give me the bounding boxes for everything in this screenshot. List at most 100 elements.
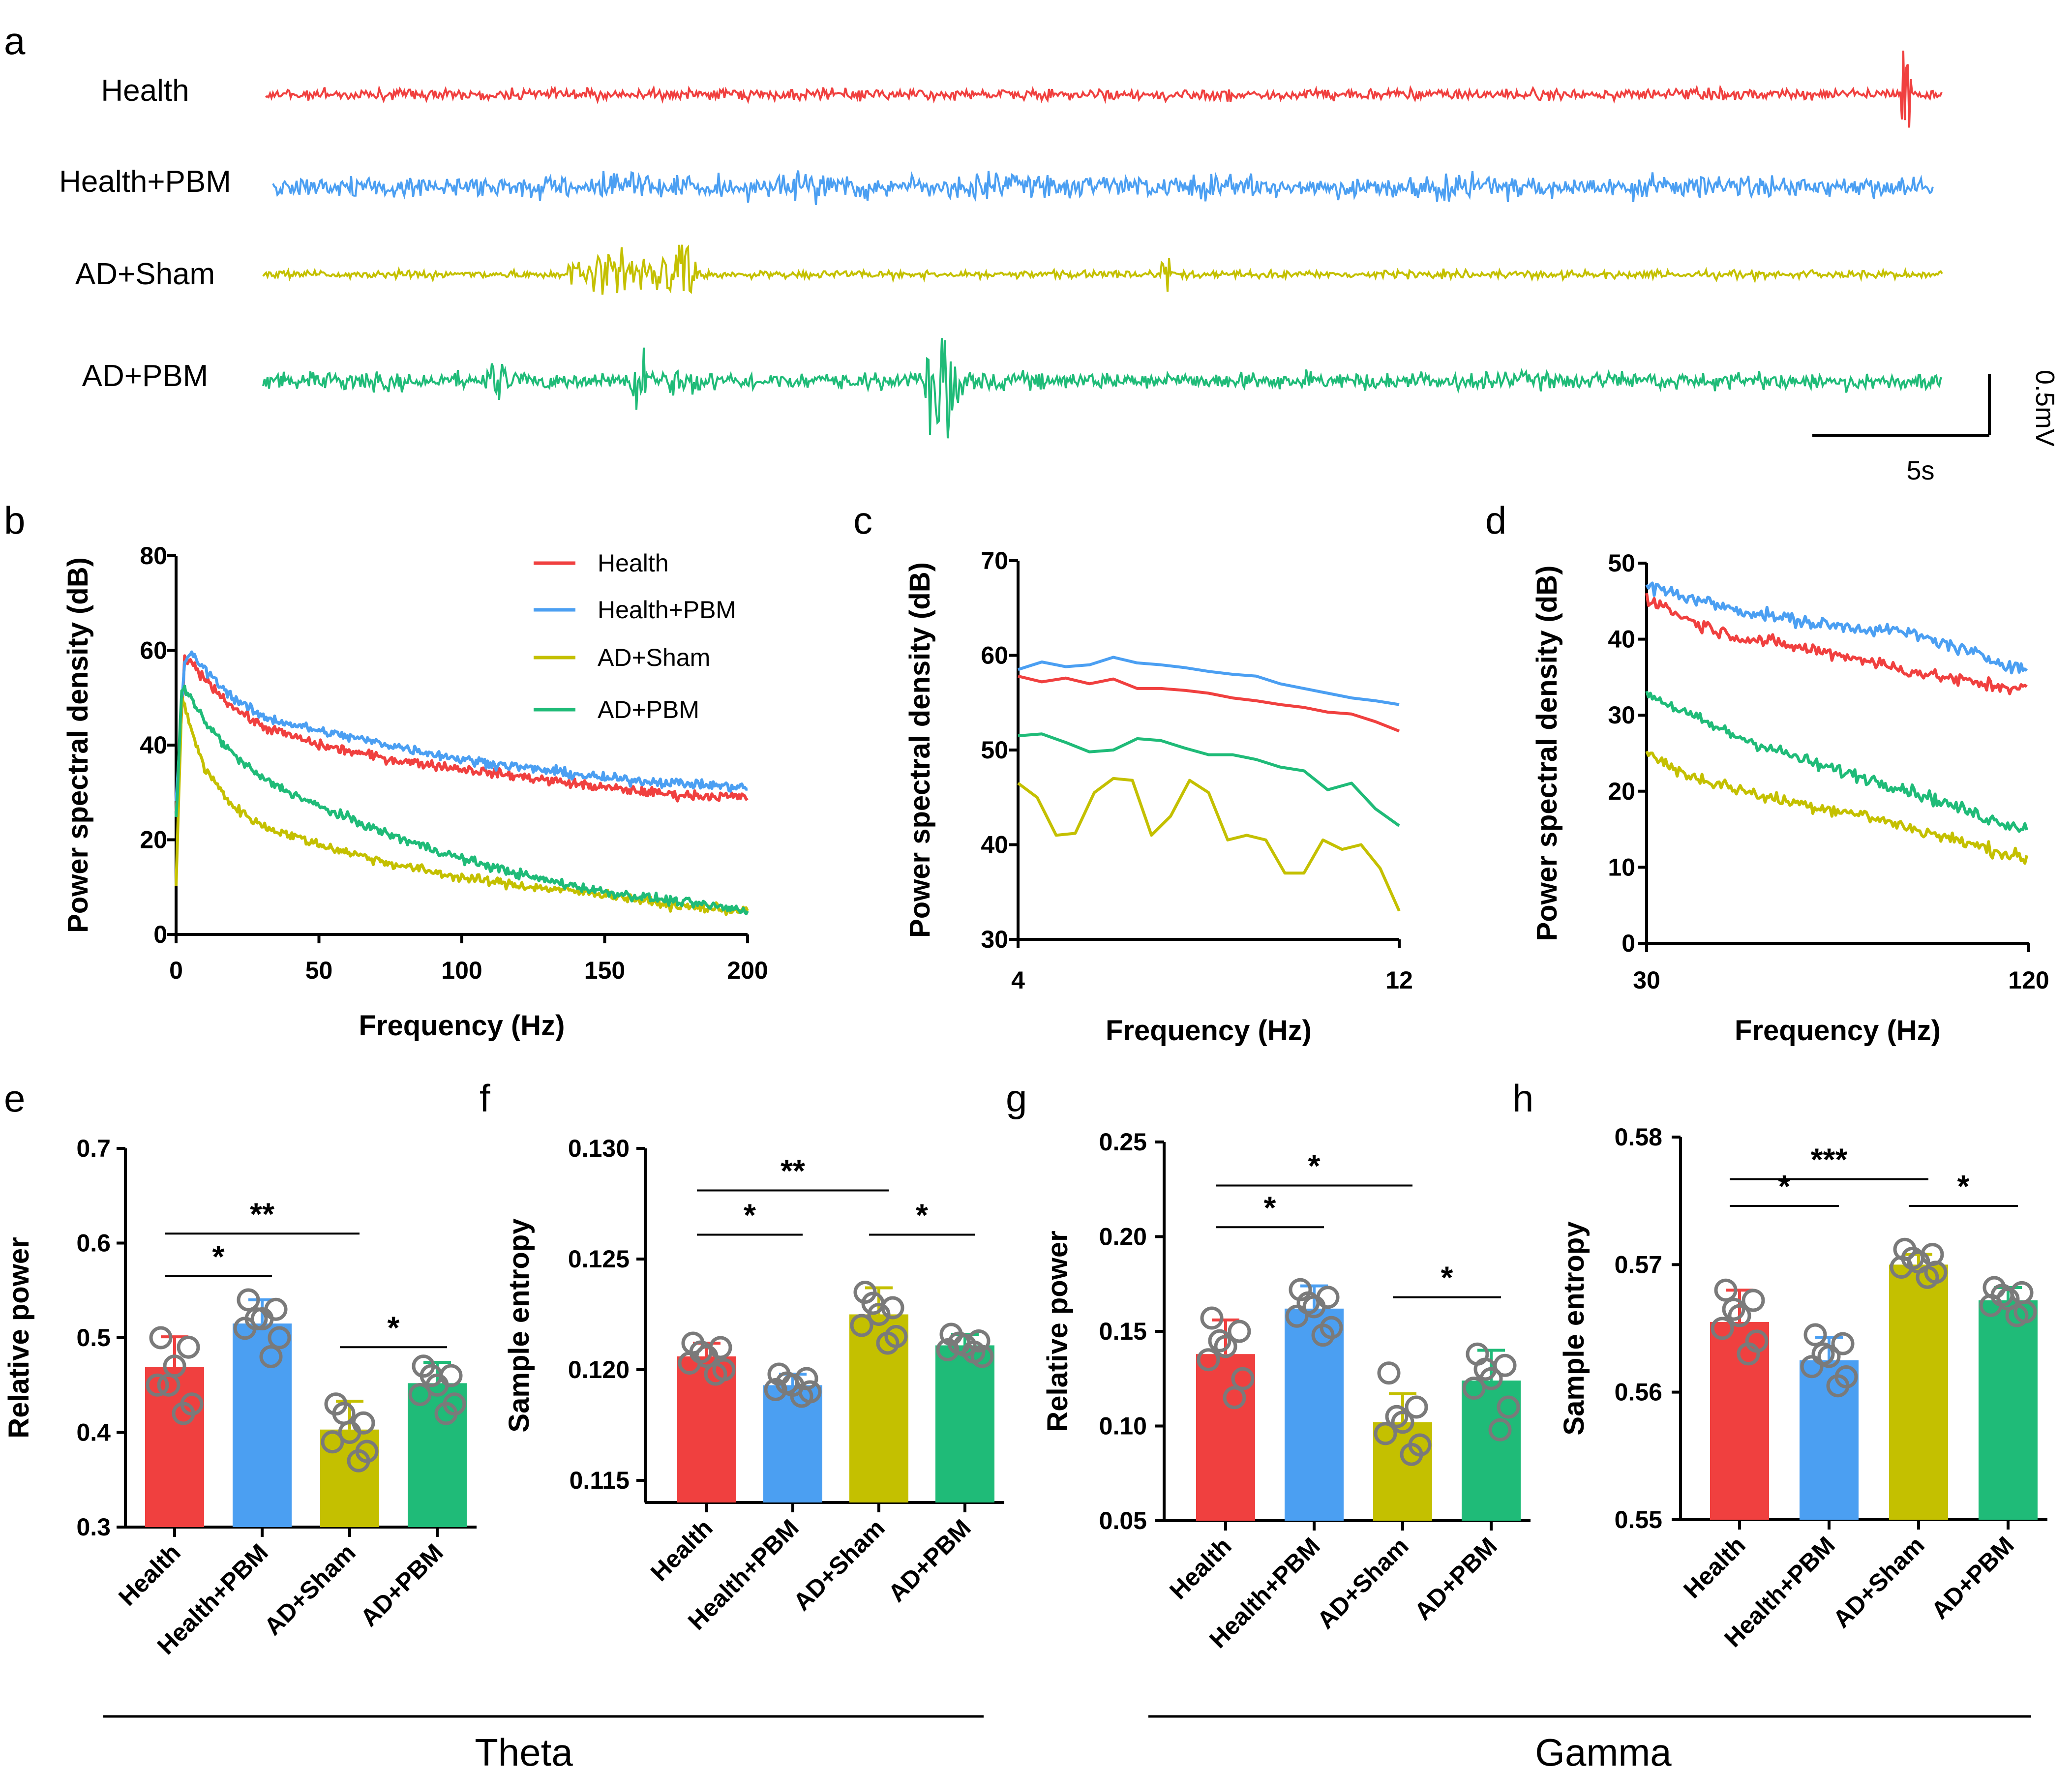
series-line-c-ad-pbm [1018,732,1400,827]
theta-group-label: Theta [475,1731,573,1772]
legend-label-ad-pbm: AD+PBM [598,696,699,723]
x-tick-label-b: 50 [305,957,333,984]
chart-d-psd-gamma: 0 10 20 30 40 50 30 120 Frequency (Hz) Power spec… [1531,549,2049,1047]
series-line-d-ad-sham [1645,751,2029,865]
x-tick-label-b: 100 [441,957,482,984]
y-tick-label-b: 0 [153,921,167,948]
data-point-f [790,1384,813,1408]
data-point-g [1214,1335,1237,1358]
x-tick-label-d: 30 [1633,966,1660,994]
data-point-f [764,1378,787,1401]
data-point-e [434,1402,458,1425]
y-tick-label-g: 0.15 [1099,1318,1147,1345]
trace-lines [262,50,1943,439]
data-point-h [1826,1374,1850,1398]
x-tick-label-d: 120 [2008,966,2049,994]
x-tick-label-h: AD+PBM [1926,1531,2019,1624]
series-line-b-ad-pbm [175,685,749,916]
series-line-b-health [175,654,749,811]
y-tick-label-b: 40 [140,731,167,759]
x-tick-label-f: Health [645,1514,718,1587]
y-tick-label-e: 0.3 [76,1513,111,1541]
data-point-h [2005,1304,2029,1327]
significance-label-e: * [212,1239,225,1274]
x-tick-label-c: 12 [1385,966,1413,994]
data-point-h [1800,1355,1824,1379]
trace-label-ad-sham: AD+Sham [75,257,215,291]
y-tick-label-g: 0.25 [1099,1128,1147,1156]
y-tick-label-f: 0.115 [570,1467,630,1494]
x-tick-label-g: AD+Sham [1312,1532,1414,1634]
data-point-f [962,1340,986,1364]
data-point-h [1722,1297,1745,1321]
panel-label-c: c [853,499,872,542]
x-tick-label-e: Health [113,1538,186,1611]
data-point-h [1742,1289,1765,1312]
bar-e-ad-sham [320,1429,379,1527]
panel-label-g: g [1006,1077,1027,1120]
data-point-f [936,1338,960,1361]
bar-g-ad-sham [1373,1422,1432,1521]
y-tick-label-d: 30 [1608,701,1635,729]
x-tick-label-g: Health [1164,1532,1237,1605]
x-tick-label-b: 150 [584,957,625,984]
data-point-e [146,1373,169,1397]
trace-label-health: Health [101,74,189,108]
data-point-f [775,1371,799,1395]
legend-label-health: Health [598,549,669,577]
series-line-d-health-pbm [1645,581,2028,675]
trace-line-ad-pbm [262,338,1943,439]
x-axis-label-d: Frequency (Hz) [1735,1015,1941,1047]
data-point-g [1374,1422,1397,1445]
significance-label-g: * [1264,1190,1276,1225]
y-axis-label-d: Power spectral density (dB) [1531,566,1563,941]
y-tick-label-b: 80 [140,542,167,570]
data-point-e [408,1383,432,1406]
data-point-e [321,1430,344,1454]
data-point-g [1200,1306,1224,1330]
series-line-c-ad-sham [1017,777,1401,912]
x-tick-label-e: AD+Sham [259,1538,361,1641]
data-point-e [237,1288,260,1312]
data-point-e [439,1364,463,1387]
significance-label-e: ** [250,1196,274,1231]
chart-f-theta-sample-entropy: 0.115 0.120 0.125 0.130 Sample entropy Health… [503,1135,1004,1635]
x-axis-label-c: Frequency (Hz) [1106,1015,1312,1047]
y-tick-label-d: 10 [1608,853,1635,881]
data-point-h [1811,1342,1835,1366]
bar-f-health-pbm [763,1385,822,1502]
data-point-g [1223,1386,1246,1410]
chart-c-psd-theta: 30 40 50 60 70 4 12 Frequency (Hz) Power spectra… [904,547,1413,1047]
y-tick-label-h: 0.56 [1615,1379,1662,1406]
x-tick-label-h: Health [1678,1531,1751,1604]
y-tick-label-e: 0.7 [76,1135,111,1162]
trace-label-health-pbm: Health+PBM [59,165,231,199]
y-tick-label-g: 0.20 [1099,1223,1147,1251]
y-axis-label-c: Power spectral density (dB) [904,562,936,938]
y-tick-label-c: 30 [981,926,1008,953]
legend-label-ad-sham: AD+Sham [598,644,710,671]
x-axis-label-b: Frequency (Hz) [359,1010,565,1042]
gamma-group-label: Gamma [1535,1731,1672,1772]
data-point-g [1231,1367,1255,1390]
data-point-h [1990,1284,2014,1307]
bar-g-ad-pbm [1462,1381,1521,1521]
y-tick-label-d: 20 [1608,778,1635,805]
data-point-h [1728,1304,1751,1327]
panel-label-h: h [1512,1077,1533,1120]
significance-label-f: ** [781,1153,805,1189]
data-point-e [177,1335,200,1359]
y-axis-label-e: Relative power [3,1237,35,1438]
series-line-d-health [1645,593,2028,695]
series-line-c-health [1018,674,1400,733]
data-point-e [172,1402,195,1425]
bar-h-ad-sham [1889,1264,1948,1520]
x-tick-label-c: 4 [1011,966,1025,994]
y-axis-label-g: Relative power [1042,1231,1074,1432]
scalebar-voltage-label: 0.5mV [2030,370,2060,447]
trace-line-health [265,50,1943,128]
data-point-g [1391,1411,1414,1434]
data-point-h [1737,1342,1760,1366]
